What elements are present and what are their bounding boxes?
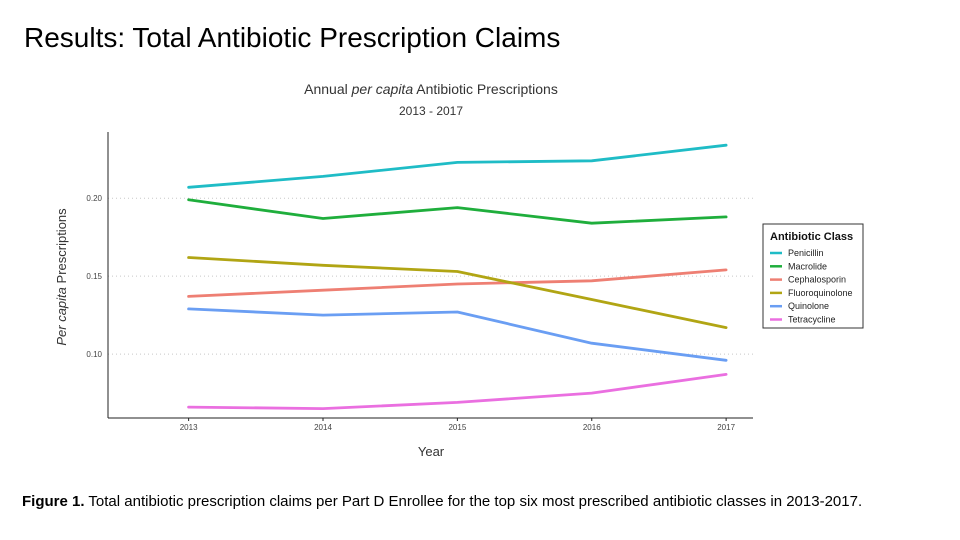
series-line-tetracycline <box>187 372 728 411</box>
x-tick-label: 2016 <box>583 423 601 432</box>
axes: 0.10 0.15 0.20 2013 2014 2015 2016 2017 <box>86 132 753 432</box>
y-axis-label-italic: Per capita <box>54 287 69 346</box>
legend: Antibiotic Class Penicillin Macrolide Ceph… <box>762 223 864 329</box>
x-tick-label: 2015 <box>448 423 466 432</box>
series-line-cephalosporin <box>187 268 728 298</box>
legend-title: Antibiotic Class <box>770 231 853 243</box>
series-line-penicillin <box>187 143 728 189</box>
chart-title-part: Annual <box>304 81 351 97</box>
y-tick-label: 0.20 <box>86 194 102 203</box>
legend-entry-label: Cephalosporin <box>788 275 846 285</box>
y-axis-label-part: Prescriptions <box>54 208 69 287</box>
figure-caption: Figure 1. Total antibiotic prescription … <box>22 493 862 510</box>
legend-box <box>762 223 864 329</box>
line-chart: Annual per capita Antibiotic Prescriptio… <box>54 81 864 459</box>
chart-subtitle: 2013 - 2017 <box>399 104 463 118</box>
series-line-fluoroquinolone <box>187 256 728 330</box>
x-tick-label: 2013 <box>180 423 198 432</box>
x-tick-label: 2017 <box>717 423 735 432</box>
y-axis-label: Per capita Prescriptions <box>54 208 69 346</box>
slide-title: Results: Total Antibiotic Prescription C… <box>24 22 561 53</box>
series-line-quinolone <box>187 307 728 362</box>
caption-label: Figure 1. <box>22 493 85 510</box>
caption-text: Total antibiotic prescription claims per… <box>84 493 863 510</box>
legend-entry-label: Fluoroquinolone <box>788 288 853 298</box>
y-tick-label: 0.10 <box>86 350 102 359</box>
x-axis-label: Year <box>418 444 445 459</box>
legend-entry-label: Penicillin <box>788 248 824 258</box>
legend-entry-label: Macrolide <box>788 261 827 271</box>
legend-entry-label: Quinolone <box>788 301 829 311</box>
series-lines <box>187 143 728 411</box>
chart-title: Annual per capita Antibiotic Prescriptio… <box>304 81 558 97</box>
chart-title-part: Antibiotic Prescriptions <box>413 81 558 97</box>
x-tick-label: 2014 <box>314 423 332 432</box>
legend-entry-label: Tetracycline <box>788 315 836 325</box>
y-tick-label: 0.15 <box>86 272 102 281</box>
series-line-macrolide <box>187 198 728 225</box>
chart-title-italic: per capita <box>351 81 414 97</box>
